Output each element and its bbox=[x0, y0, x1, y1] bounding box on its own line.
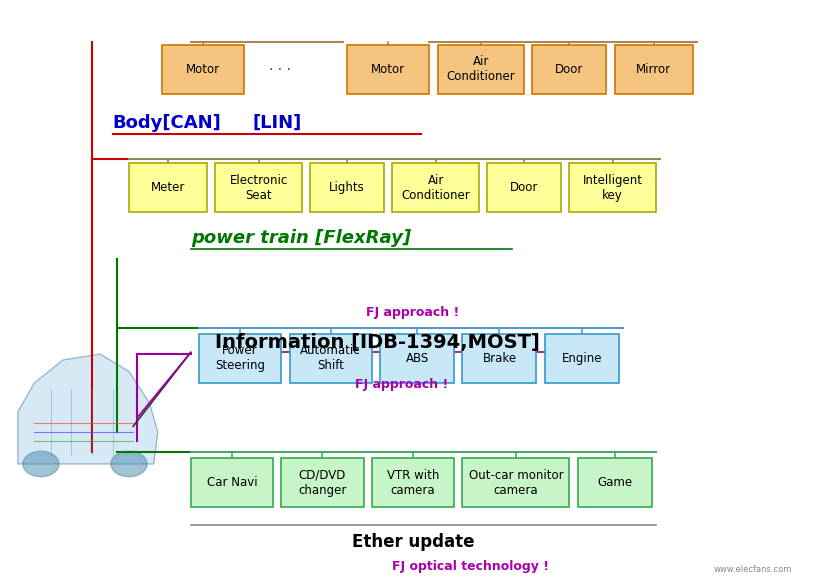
Bar bbox=[569, 163, 656, 213]
Text: · · ·: · · · bbox=[268, 63, 291, 77]
Bar bbox=[199, 334, 282, 383]
Text: power train [FlexRay]: power train [FlexRay] bbox=[191, 229, 411, 248]
Polygon shape bbox=[18, 354, 158, 464]
Text: Brake: Brake bbox=[482, 352, 516, 365]
Text: Meter: Meter bbox=[151, 181, 185, 195]
Bar bbox=[533, 45, 606, 94]
Text: Mirror: Mirror bbox=[636, 63, 672, 76]
Text: Motor: Motor bbox=[371, 63, 406, 76]
Text: ABS: ABS bbox=[406, 352, 429, 365]
Text: Motor: Motor bbox=[186, 63, 221, 76]
Bar bbox=[463, 334, 536, 383]
Text: Ether update: Ether update bbox=[352, 533, 474, 551]
Circle shape bbox=[23, 451, 59, 476]
Text: www.elecfans.com: www.elecfans.com bbox=[714, 565, 791, 574]
Text: Air
Conditioner: Air Conditioner bbox=[401, 174, 470, 202]
Bar bbox=[438, 45, 525, 94]
Text: Lights: Lights bbox=[330, 181, 365, 195]
Bar bbox=[282, 458, 363, 507]
Bar bbox=[380, 334, 454, 383]
Bar bbox=[544, 334, 619, 383]
Text: Automatic
Shift: Automatic Shift bbox=[301, 345, 361, 372]
Text: [LIN]: [LIN] bbox=[253, 114, 301, 132]
Bar bbox=[372, 458, 454, 507]
Bar bbox=[129, 163, 207, 213]
Text: Information [IDB-1394,MOST]: Information [IDB-1394,MOST] bbox=[216, 333, 540, 352]
Text: Door: Door bbox=[555, 63, 584, 76]
Text: Intelligent
key: Intelligent key bbox=[582, 174, 643, 202]
Bar bbox=[615, 45, 693, 94]
Bar bbox=[577, 458, 652, 507]
Bar bbox=[487, 163, 561, 213]
Text: FJ optical technology !: FJ optical technology ! bbox=[392, 561, 549, 573]
Text: VTR with
camera: VTR with camera bbox=[387, 469, 439, 497]
Bar bbox=[392, 163, 479, 213]
Text: Air
Conditioner: Air Conditioner bbox=[447, 55, 515, 83]
Text: FJ approach !: FJ approach ! bbox=[355, 378, 449, 390]
Bar bbox=[463, 458, 569, 507]
Bar bbox=[191, 458, 273, 507]
Text: Body[CAN]: Body[CAN] bbox=[112, 114, 221, 132]
Text: Out-car monitor
camera: Out-car monitor camera bbox=[468, 469, 563, 497]
Bar bbox=[347, 45, 430, 94]
Text: FJ approach !: FJ approach ! bbox=[367, 306, 459, 319]
Text: CD/DVD
changer: CD/DVD changer bbox=[298, 469, 347, 497]
Bar bbox=[310, 163, 384, 213]
Text: Power
Steering: Power Steering bbox=[215, 345, 265, 372]
Text: Door: Door bbox=[510, 181, 539, 195]
Circle shape bbox=[111, 451, 147, 476]
Bar bbox=[216, 163, 301, 213]
Text: Electronic
Seat: Electronic Seat bbox=[230, 174, 287, 202]
Text: Engine: Engine bbox=[562, 352, 602, 365]
Text: Game: Game bbox=[597, 476, 632, 489]
Bar bbox=[162, 45, 244, 94]
Bar bbox=[290, 334, 372, 383]
Text: Car Navi: Car Navi bbox=[206, 476, 257, 489]
